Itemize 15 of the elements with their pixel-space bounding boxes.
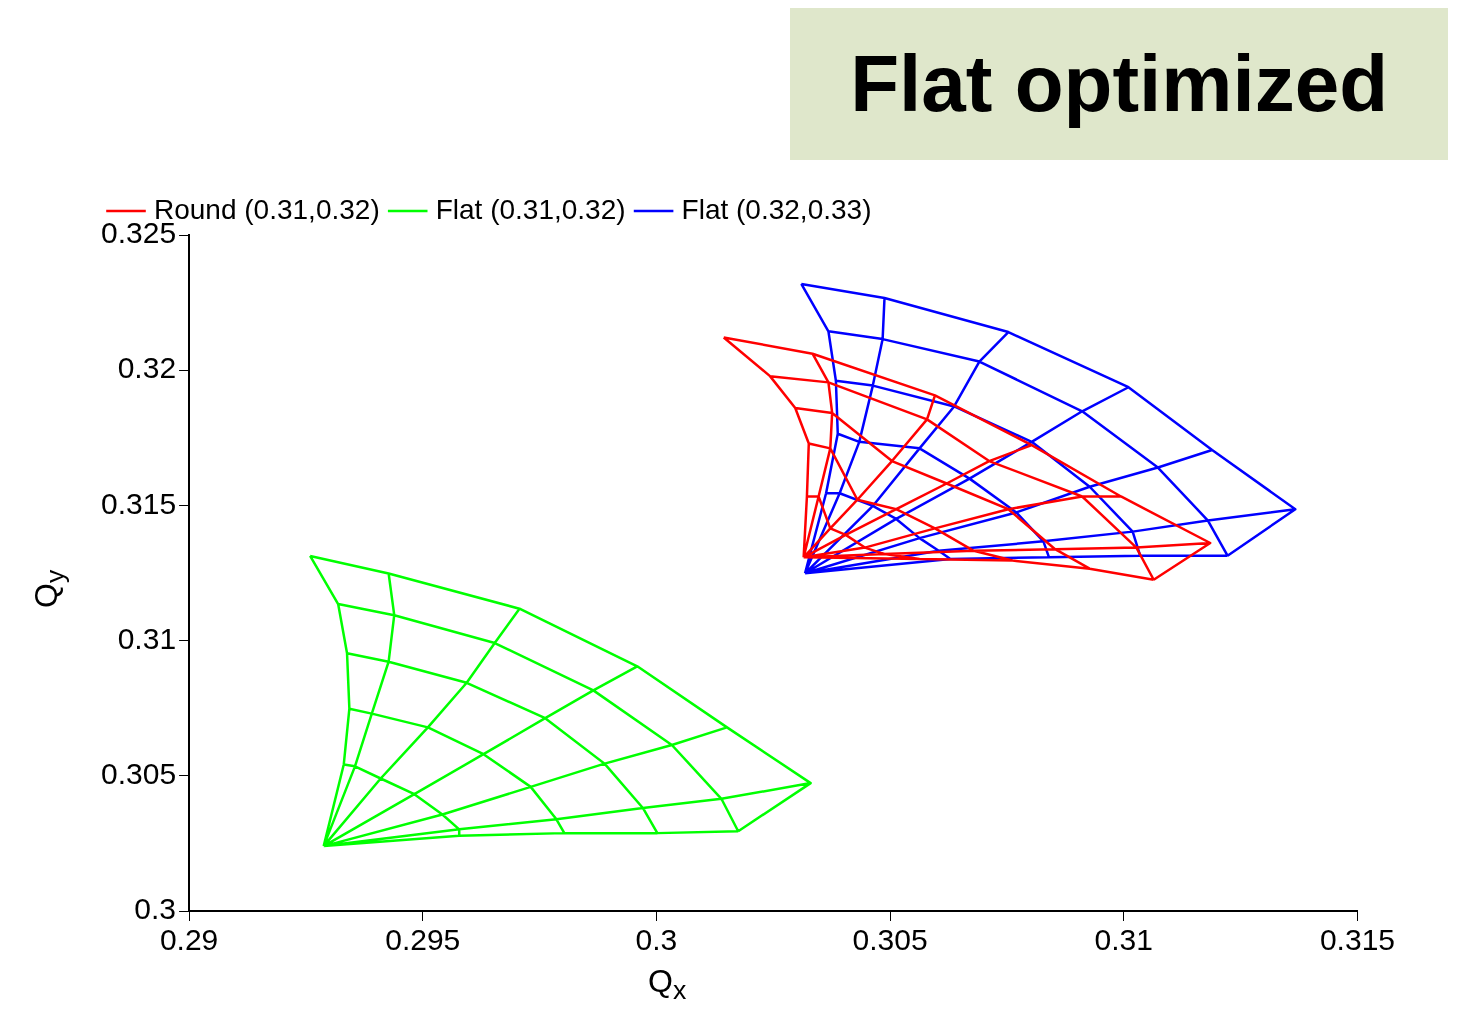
y-tick-label: 0.31	[117, 621, 177, 655]
y-tick-label: 0.305	[101, 757, 177, 791]
x-tick-label: 0.315	[1319, 923, 1395, 957]
x-tick-label: 0.29	[159, 923, 219, 957]
y-tick-label: 0.3	[134, 892, 177, 926]
chart-title: Flat optimized	[790, 8, 1448, 160]
legend-label: Flat (0.31,0.32)	[435, 193, 626, 225]
y-tick-label: 0.315	[101, 486, 177, 520]
x-tick-label: 0.3	[635, 923, 678, 957]
x-tick-label: 0.305	[852, 923, 928, 957]
x-tick-label: 0.295	[385, 923, 461, 957]
y-tick-label: 0.32	[117, 351, 177, 385]
x-tick-label: 0.31	[1094, 923, 1153, 957]
x-axis-title: Q$_{x}$	[648, 963, 687, 1007]
legend-label: Flat (0.32,0.33)	[681, 193, 872, 225]
